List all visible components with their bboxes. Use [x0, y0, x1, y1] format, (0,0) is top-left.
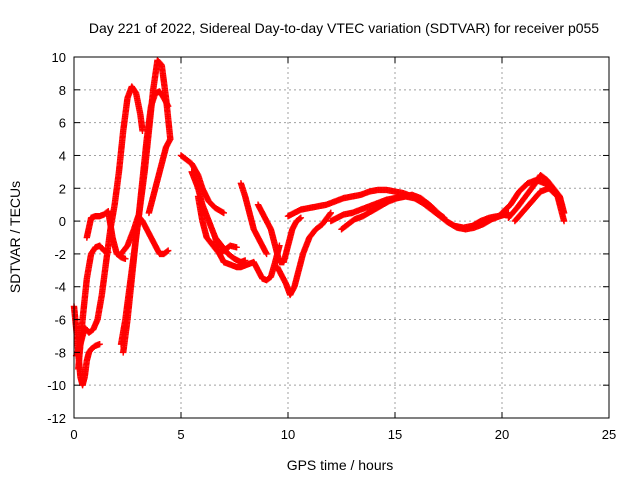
y-tick-label: -12 — [47, 411, 66, 426]
data-point — [122, 255, 129, 263]
chart-title: Day 221 of 2022, Sidereal Day-to-day VTE… — [89, 20, 599, 36]
y-tick-label: 6 — [59, 116, 66, 131]
data-point — [326, 210, 334, 218]
y-tick-label: -2 — [54, 247, 66, 262]
x-tick-label: 25 — [602, 427, 616, 442]
series-arc-21 — [511, 185, 568, 225]
x-tick-label: 10 — [281, 427, 295, 442]
series-arc-4 — [83, 208, 129, 263]
x-tick-label: 15 — [388, 427, 402, 442]
y-tick-label: 4 — [59, 148, 66, 163]
x-tick-label: 20 — [495, 427, 509, 442]
data-point — [167, 135, 174, 143]
data-point — [164, 247, 172, 254]
series-arc-15 — [274, 209, 334, 299]
y-tick-label: 10 — [52, 50, 66, 65]
y-tick-label: -10 — [47, 378, 66, 393]
data-point — [263, 250, 270, 258]
data-point — [296, 215, 303, 222]
y-tick-label: 2 — [59, 181, 66, 196]
data-point — [560, 217, 568, 225]
series-arc-8 — [145, 135, 174, 217]
data-point — [327, 209, 334, 217]
series-arc-6 — [117, 212, 172, 258]
plot-frame — [73, 56, 610, 419]
grid-lines — [74, 57, 609, 418]
data-point — [139, 127, 146, 135]
series-arc-14 — [254, 201, 305, 266]
data-point — [220, 209, 227, 217]
x-tick-label: 0 — [70, 427, 77, 442]
y-tick-label: -8 — [54, 345, 66, 360]
y-axis-label: SDTVAR / TECUs — [7, 181, 23, 293]
y-tick-label: 0 — [59, 214, 66, 229]
series-arc-7 — [120, 57, 174, 356]
x-tick-label: 5 — [177, 427, 184, 442]
x-axis-label: GPS time / hours — [287, 457, 394, 473]
series-arc-18 — [338, 193, 512, 233]
data-point — [297, 214, 305, 222]
series-arc-3 — [75, 242, 112, 372]
data-point — [96, 340, 103, 348]
data-point — [233, 244, 240, 251]
y-tick-label: 8 — [59, 83, 66, 98]
y-tick-label: -6 — [54, 313, 66, 328]
y-tick-label: -4 — [54, 280, 66, 295]
series-arc-13 — [237, 180, 270, 258]
data-points — [70, 57, 568, 389]
axis-ticks: 0 5 10 15 20 25 -12 -10 -8 -6 -4 -2 0 2 4 6 8 10 — [47, 50, 616, 442]
data-point — [163, 248, 171, 255]
data-point — [105, 249, 112, 256]
